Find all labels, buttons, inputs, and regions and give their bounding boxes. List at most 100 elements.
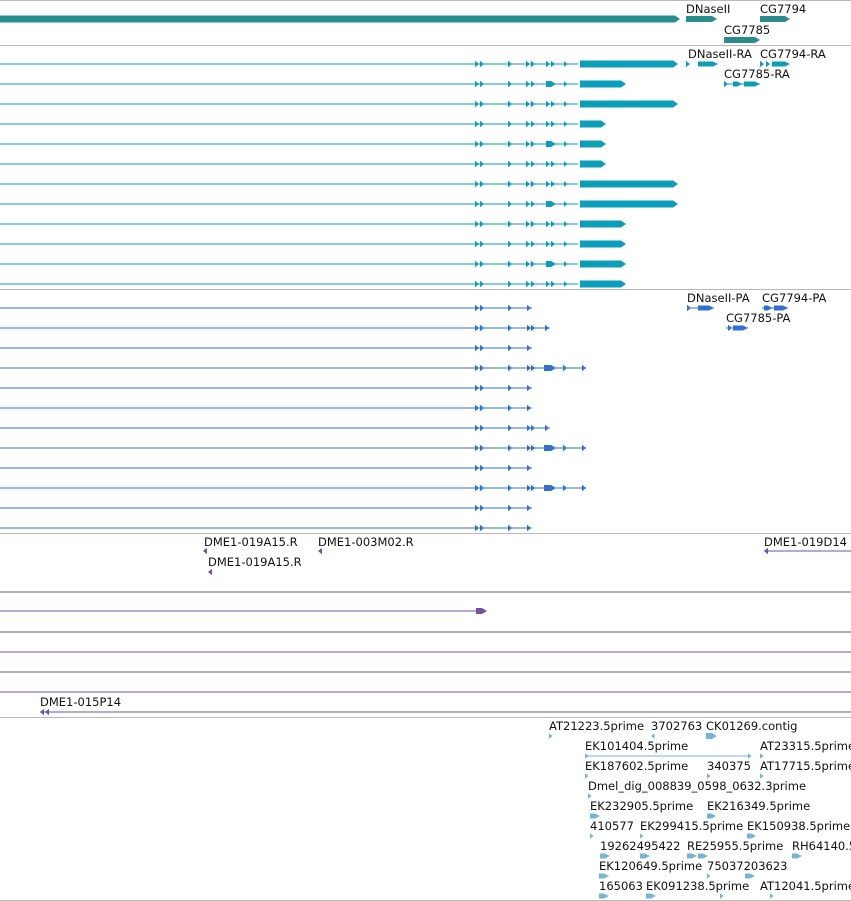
protein-arrow — [545, 424, 549, 432]
mrna-arrow — [531, 120, 535, 128]
gene-label[interactable]: DNaseII — [686, 2, 730, 16]
gene-label[interactable]: CG7785 — [724, 23, 770, 37]
mrna-arrow — [526, 280, 530, 288]
protein-arrow — [480, 424, 484, 432]
clone-label[interactable]: DME1-019D14 — [764, 535, 847, 549]
est-label[interactable]: 165063 — [599, 879, 643, 893]
est-label[interactable]: EK120649.5prime — [599, 859, 702, 873]
mrna-exon — [580, 100, 678, 108]
mrna-arrow — [508, 140, 512, 148]
protein-arrow — [480, 404, 484, 412]
est-label[interactable]: EK101404.5prime — [585, 739, 688, 753]
est-label[interactable]: EK299415.5prime — [640, 819, 743, 833]
protein-arrow — [480, 444, 484, 452]
est-arrow — [599, 893, 609, 899]
mrna-arrow — [526, 160, 530, 168]
mrna-arrow — [686, 60, 690, 68]
est-label[interactable]: EK187602.5prime — [585, 759, 688, 773]
mrna-arrow — [564, 281, 568, 287]
mrna-arrow — [480, 100, 484, 108]
mrna-arrow — [475, 220, 479, 228]
mrna-arrow — [526, 180, 530, 188]
est-label[interactable]: CK01269.contig — [706, 719, 797, 733]
protein-label[interactable]: CG7794-PA — [762, 291, 827, 305]
est-arrow — [687, 853, 697, 859]
est-arrow — [588, 793, 592, 799]
gene-label[interactable]: CG7794 — [760, 2, 806, 16]
mrna-arrow — [526, 220, 530, 228]
protein-arrow — [508, 524, 512, 532]
est-label[interactable]: 340375 — [707, 759, 751, 773]
mrna-arrow — [475, 80, 479, 88]
protein-arrow — [475, 384, 479, 392]
clone-label[interactable]: DME1-015P14 — [40, 695, 121, 709]
est-label[interactable]: RE25955.5prime — [687, 839, 783, 853]
est-label[interactable]: EK091238.5prime — [646, 879, 749, 893]
est-label[interactable]: 75037203623 — [707, 859, 787, 873]
mrna-arrow — [475, 240, 479, 248]
est-arrow — [792, 853, 802, 859]
mrna-exon — [580, 140, 606, 148]
mrna-arrow — [564, 241, 568, 247]
est-label[interactable]: EK216349.5prime — [707, 799, 810, 813]
protein-label[interactable]: CG7785-PA — [726, 311, 791, 325]
mrna-arrow — [531, 280, 535, 288]
mrna-arrow — [564, 161, 568, 167]
clone-label[interactable]: DME1-003M02.R — [318, 535, 414, 549]
est-label[interactable]: AT17715.5prime — [760, 759, 851, 773]
est-label[interactable]: 19262495422 — [600, 839, 680, 853]
mrna-arrow — [480, 120, 484, 128]
est-arrow — [646, 893, 656, 899]
est-label[interactable]: Dmel_dig_008839_0598_0632.3prime — [588, 779, 806, 793]
est-label[interactable]: AT21223.5prime — [549, 719, 644, 733]
est-label[interactable]: EK232905.5prime — [590, 799, 693, 813]
mrna-exon — [580, 280, 626, 288]
est-label[interactable]: EK150938.5prime — [747, 819, 850, 833]
est-arrow — [745, 873, 755, 879]
clone-label[interactable]: DME1-019A15.R — [208, 555, 302, 569]
mrna-arrow — [480, 160, 484, 168]
est-label[interactable]: 3702763 — [651, 719, 702, 733]
mrna-arrow — [508, 120, 512, 128]
mrna-exon — [744, 81, 760, 87]
mrna-arrow — [551, 220, 555, 228]
protein-arrow — [527, 304, 531, 312]
mrna-arrow — [508, 240, 512, 248]
clone-arrow — [318, 547, 322, 555]
protein-label[interactable]: DNaseII-PA — [687, 291, 750, 305]
mrna-label[interactable]: CG7785-RA — [724, 67, 790, 81]
mrna-arrow — [531, 240, 535, 248]
mrna-arrow — [564, 261, 568, 267]
mrna-arrow — [564, 101, 568, 107]
mrna-arrow — [475, 180, 479, 188]
mrna-arrow — [508, 100, 512, 108]
mrna-arrow — [551, 160, 555, 168]
est-label[interactable]: AT12041.5prime — [760, 879, 851, 893]
mrna-exon — [580, 220, 626, 228]
mrna-arrow — [480, 220, 484, 228]
protein-arrow — [508, 344, 512, 352]
protein-arrow — [582, 484, 586, 492]
protein-arrow — [475, 424, 479, 432]
est-label[interactable]: 410577 — [590, 819, 634, 833]
protein-arrow — [527, 364, 531, 372]
protein-arrow — [475, 484, 479, 492]
protein-exon — [774, 305, 788, 311]
est-arrow — [747, 833, 756, 839]
protein-arrow — [527, 464, 531, 472]
protein-arrow — [508, 464, 512, 472]
mrna-arrow — [766, 60, 770, 68]
protein-arrow — [475, 504, 479, 512]
clone-label[interactable]: DME1-019A15.R — [204, 535, 298, 549]
mrna-label[interactable]: DNaseII-RA — [688, 47, 752, 61]
est-label[interactable]: AT23315.5prime — [760, 739, 851, 753]
protein-arrow — [531, 364, 535, 372]
protein-arrow — [527, 524, 531, 532]
protein-arrow — [563, 444, 567, 452]
mrna-label[interactable]: CG7794-RA — [760, 47, 826, 61]
est-label[interactable]: RH64140.5prime — [792, 839, 851, 853]
protein-arrow — [475, 364, 479, 372]
mrna-arrow — [526, 260, 530, 268]
protein-arrow — [508, 504, 512, 512]
